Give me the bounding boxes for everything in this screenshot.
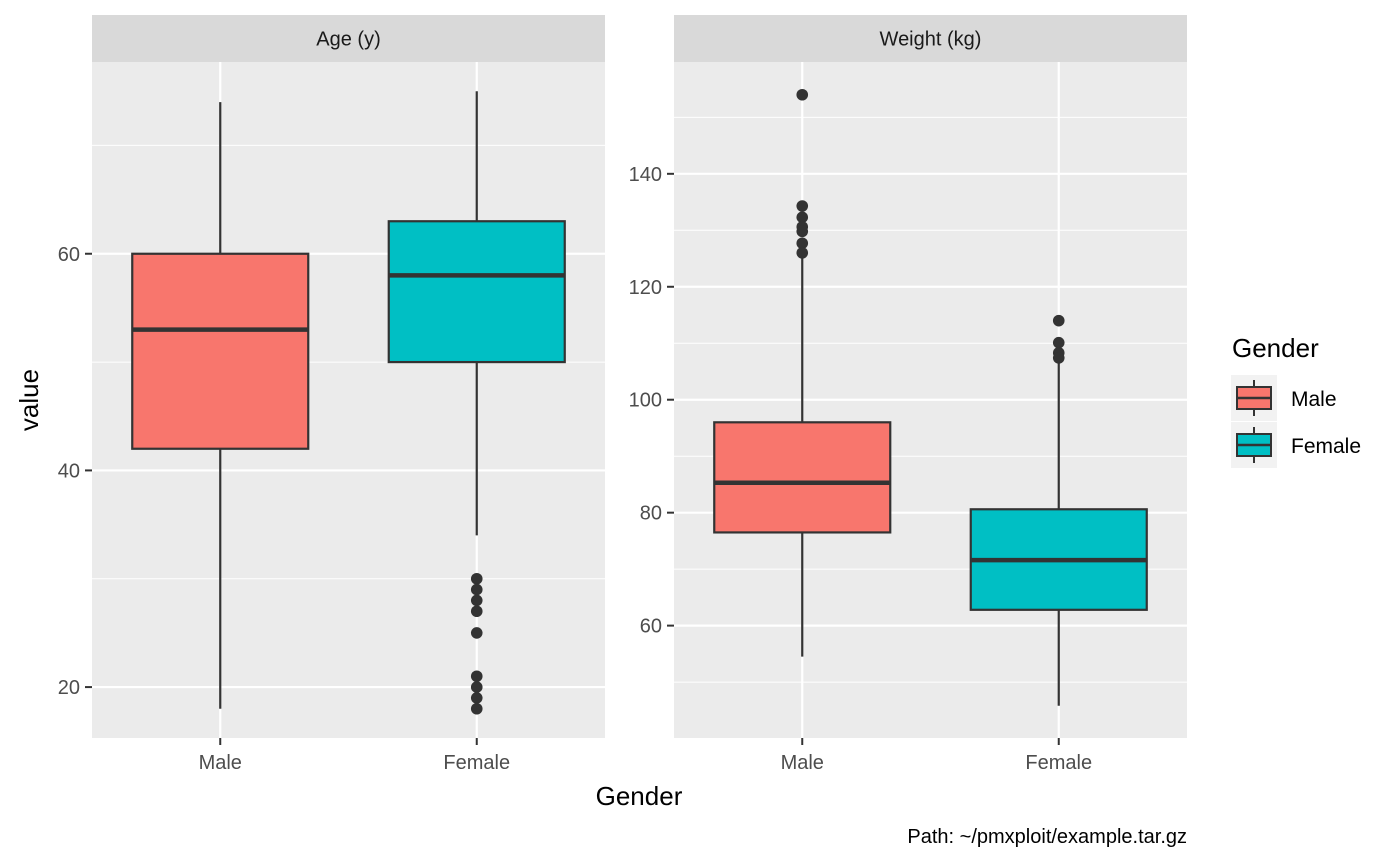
legend-key-female: Female xyxy=(1231,422,1361,468)
legend-key-male: Male xyxy=(1231,375,1337,421)
y-tick-label: 140 xyxy=(629,164,662,186)
outlier-point xyxy=(470,594,483,607)
caption: Path: ~/pmxploit/example.tar.gz xyxy=(907,826,1187,848)
legend: Gender Male Female xyxy=(1231,333,1361,468)
outlier-point xyxy=(796,237,809,250)
x-tick-label: Male xyxy=(781,752,824,774)
outlier-point xyxy=(796,247,809,259)
legend-label: Female xyxy=(1291,435,1361,458)
outlier-point xyxy=(1052,314,1065,327)
legend-title: Gender xyxy=(1232,333,1319,363)
y-tick-label: 80 xyxy=(640,503,662,525)
box-female xyxy=(969,314,1148,706)
facet-strip-label: Weight (kg) xyxy=(880,29,982,51)
y-axis-title: value xyxy=(14,369,44,431)
x-tick-label: Female xyxy=(443,752,510,774)
box-female xyxy=(387,91,566,715)
y-tick-label: 60 xyxy=(58,244,80,266)
facet-strip xyxy=(674,15,1187,62)
outlier-point xyxy=(796,200,809,212)
facet-panels: Age (y) 20 40 60 Male Female Weight (kg) 60 80 10… xyxy=(58,15,1187,774)
outlier-point xyxy=(470,702,483,715)
box-iqr xyxy=(713,421,892,534)
y-tick-label: 120 xyxy=(629,277,662,299)
y-tick-label: 100 xyxy=(629,390,662,412)
box-male xyxy=(131,102,310,709)
outlier-point xyxy=(470,681,483,693)
outlier-point xyxy=(796,225,809,238)
x-tick-label: Male xyxy=(199,752,242,774)
x-axis-title: Gender xyxy=(596,781,683,811)
outlier-point xyxy=(1052,352,1065,364)
outlier-point xyxy=(470,572,483,585)
facet-strip-label: Age (y) xyxy=(316,29,380,51)
facet-panel-2: Weight (kg) 60 80 100 120 140 Male Female xyxy=(629,15,1187,774)
outlier-point xyxy=(470,670,483,683)
outlier-point xyxy=(470,692,483,704)
y-tick-label: 60 xyxy=(640,616,662,638)
outlier-point xyxy=(796,211,809,224)
outlier-point xyxy=(470,605,483,618)
outlier-point xyxy=(796,88,809,101)
facet-strip xyxy=(92,15,605,62)
y-tick-label: 40 xyxy=(58,460,80,482)
box-iqr xyxy=(387,220,566,364)
x-tick-label: Female xyxy=(1025,752,1092,774)
box-male xyxy=(713,88,892,657)
legend-label: Male xyxy=(1291,388,1337,411)
facet-panel-1: Age (y) 20 40 60 Male Female xyxy=(58,15,605,774)
outlier-point xyxy=(1052,336,1065,349)
box-iqr xyxy=(131,252,310,450)
outlier-point xyxy=(470,583,483,596)
outlier-point xyxy=(470,627,483,639)
y-tick-label: 20 xyxy=(58,677,80,699)
